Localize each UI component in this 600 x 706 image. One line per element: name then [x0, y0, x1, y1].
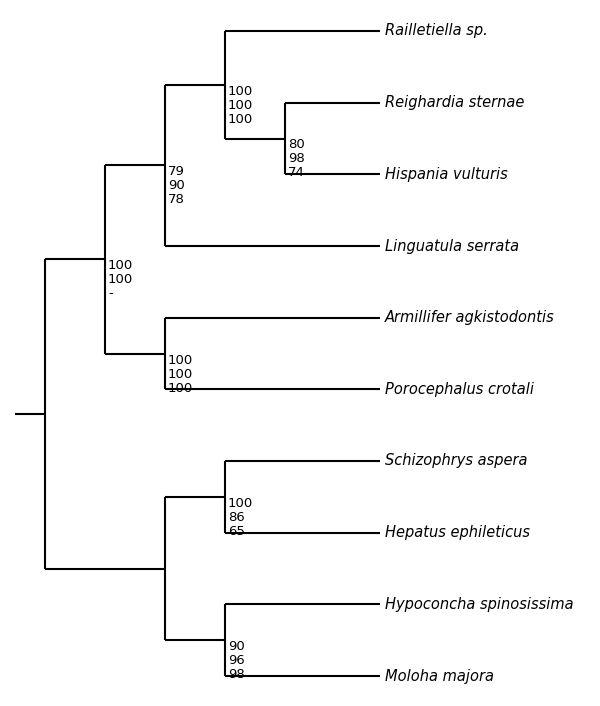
Text: Linguatula serrata: Linguatula serrata: [385, 239, 519, 253]
Text: Hypoconcha spinosissima: Hypoconcha spinosissima: [385, 597, 574, 612]
Text: Porocephalus crotali: Porocephalus crotali: [385, 382, 534, 397]
Text: 100
100
100: 100 100 100: [228, 85, 253, 126]
Text: 100
86
65: 100 86 65: [228, 497, 253, 538]
Text: Schizophrys aspera: Schizophrys aspera: [385, 453, 527, 469]
Text: Reighardia sternae: Reighardia sternae: [385, 95, 524, 110]
Text: Railletiella sp.: Railletiella sp.: [385, 23, 488, 39]
Text: 79
90
78: 79 90 78: [168, 165, 185, 206]
Text: 90
96
98: 90 96 98: [228, 640, 245, 681]
Text: Moloha majora: Moloha majora: [385, 669, 494, 683]
Text: 100
100
100: 100 100 100: [168, 354, 193, 395]
Text: 100
100
-: 100 100 -: [108, 259, 133, 301]
Text: Hispania vulturis: Hispania vulturis: [385, 167, 508, 182]
Text: Hepatus ephileticus: Hepatus ephileticus: [385, 525, 530, 540]
Text: 80
98
74: 80 98 74: [288, 138, 305, 179]
Text: Armillifer agkistodontis: Armillifer agkistodontis: [385, 310, 555, 325]
